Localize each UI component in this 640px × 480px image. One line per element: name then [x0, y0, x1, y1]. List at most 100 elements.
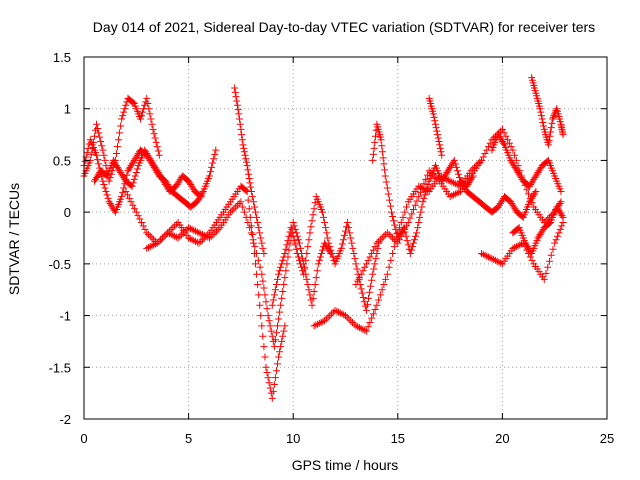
data-point-interp — [352, 260, 360, 268]
data-point-interp — [422, 187, 430, 195]
data-point-interp — [279, 256, 287, 264]
data-point-interp — [422, 175, 430, 183]
data-point-interp — [238, 131, 246, 139]
data-point-interp — [545, 137, 553, 145]
data-point-interp — [258, 239, 266, 247]
data-point-interp — [264, 374, 272, 382]
data-point-interp — [409, 206, 417, 214]
data-series — [509, 203, 567, 258]
data-point-interp — [378, 142, 386, 150]
data-point-interp — [363, 300, 371, 308]
data-point-interp — [378, 234, 386, 242]
data-point-interp — [380, 232, 388, 240]
data-point — [388, 208, 396, 216]
data-point-interp — [432, 124, 440, 132]
data-point-interp — [158, 234, 166, 242]
data-point — [239, 141, 247, 149]
data-point-interp — [252, 208, 260, 216]
data-point-interp — [305, 286, 313, 294]
data-point-interp — [262, 298, 270, 306]
data-point-interp — [345, 315, 353, 323]
data-point-interp — [208, 163, 216, 171]
data-point-interp — [364, 323, 372, 331]
data-point — [197, 193, 205, 201]
data-point-interp — [418, 184, 426, 192]
data-point-interp — [359, 293, 367, 301]
data-point-interp — [397, 232, 405, 240]
data-point — [559, 213, 567, 221]
data-point — [237, 198, 245, 206]
data-point — [352, 322, 360, 330]
data-point-interp — [302, 256, 310, 264]
data-point-interp — [375, 237, 383, 245]
data-point-interp — [434, 175, 442, 183]
data-point-interp — [290, 237, 298, 245]
data-point-interp — [368, 314, 376, 322]
data-point-interp — [277, 343, 285, 351]
data-point-interp — [214, 225, 222, 233]
data-point-interp — [150, 130, 158, 138]
data-point-interp — [157, 236, 165, 244]
data-point-interp — [260, 284, 268, 292]
data-point-interp — [486, 139, 494, 147]
data-point — [206, 172, 214, 180]
data-point-interp — [274, 322, 282, 330]
data-point — [275, 270, 283, 278]
data-point-interp — [98, 142, 106, 150]
data-point-interp — [361, 263, 369, 271]
data-point-interp — [244, 196, 252, 204]
data-point — [195, 239, 203, 247]
data-point — [369, 270, 377, 278]
data-point-interp — [188, 236, 196, 244]
data-point-interp — [553, 232, 561, 240]
data-point-interp — [497, 259, 505, 267]
x-axis-label: GPS time / hours — [292, 457, 399, 473]
data-point-interp — [96, 133, 104, 141]
data-point-interp — [329, 253, 337, 261]
data-point-interp — [453, 167, 461, 175]
data-point — [174, 234, 182, 242]
data-point-interp — [378, 286, 386, 294]
data-point-interp — [133, 165, 141, 173]
data-point-interp — [448, 192, 456, 200]
data-point — [429, 110, 437, 118]
x-tick-label: 20 — [495, 431, 509, 446]
data-point-interp — [397, 218, 405, 226]
data-point-interp — [324, 234, 332, 242]
data-point-interp — [272, 281, 280, 289]
data-point-interp — [309, 294, 317, 302]
y-tick-label: -0.5 — [49, 257, 71, 272]
data-point-interp — [301, 263, 309, 271]
data-point — [306, 229, 314, 237]
data-point-interp — [558, 222, 566, 230]
data-point-interp — [94, 156, 102, 164]
data-series — [122, 182, 289, 402]
data-point-interp — [537, 108, 545, 116]
data-point-interp — [210, 155, 218, 163]
data-point-interp — [327, 246, 335, 254]
data-point — [362, 306, 370, 314]
data-point-interp — [493, 257, 501, 265]
data-point-interp — [103, 191, 111, 199]
data-point-interp — [345, 224, 353, 232]
data-point-interp — [278, 294, 286, 302]
data-point-interp — [382, 178, 390, 186]
data-point-interp — [150, 241, 158, 249]
data-point-interp — [378, 148, 386, 156]
data-point-interp — [148, 242, 156, 250]
data-point — [164, 229, 172, 237]
x-tick-label: 15 — [391, 431, 405, 446]
data-point-interp — [403, 237, 411, 245]
data-point-interp — [280, 327, 288, 335]
data-point-interp — [254, 256, 262, 264]
data-point-interp — [320, 213, 328, 221]
data-point — [300, 270, 308, 278]
data-point-interp — [357, 285, 365, 293]
data-point — [195, 229, 203, 237]
data-point-interp — [308, 217, 316, 225]
data-point-interp — [274, 360, 282, 368]
data-point-interp — [131, 205, 139, 213]
data-point-interp — [116, 129, 124, 137]
data-point — [93, 120, 101, 128]
data-point-interp — [253, 213, 261, 221]
